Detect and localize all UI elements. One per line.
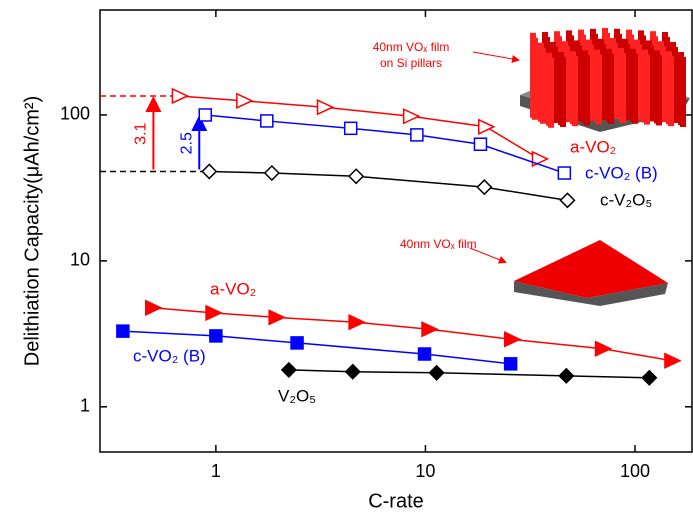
pillar <box>532 38 538 120</box>
y-tick-label: 10 <box>70 250 90 270</box>
pillar <box>620 53 626 123</box>
data-point <box>532 152 547 166</box>
data-point <box>411 129 423 141</box>
annotation: 2.5 <box>178 132 195 154</box>
pillar <box>668 56 674 126</box>
pillar <box>608 54 614 124</box>
pillar <box>644 55 650 125</box>
pillar <box>572 56 578 126</box>
data-point <box>172 89 187 103</box>
series-line <box>289 370 649 378</box>
annotation: on Si pillars <box>380 56 442 70</box>
data-point <box>146 301 161 315</box>
data-point <box>474 138 486 150</box>
data-point <box>560 193 574 207</box>
pillar <box>596 55 602 125</box>
data-point <box>346 365 360 379</box>
annotation: 3.1 <box>133 122 150 144</box>
arrow <box>470 248 505 262</box>
data-point <box>318 100 333 114</box>
data-point <box>505 358 517 370</box>
data-point <box>430 366 444 380</box>
pillar <box>656 55 662 125</box>
legend-label: c-VO₂ (B) <box>133 346 206 365</box>
pillar <box>584 55 590 125</box>
pillar <box>540 48 546 124</box>
x-tick-label: 100 <box>620 461 650 481</box>
data-point <box>422 322 437 336</box>
pillar <box>560 57 566 127</box>
data-point <box>282 363 296 377</box>
data-point <box>477 180 491 194</box>
data-point <box>291 337 303 349</box>
data-point <box>642 371 656 385</box>
data-point <box>202 164 216 178</box>
data-point <box>596 342 611 356</box>
data-point <box>419 348 431 360</box>
pillar <box>548 58 554 128</box>
legend-label: V₂O₅ <box>278 386 316 405</box>
series-line <box>205 115 564 173</box>
chart: 40nm VOₓ film on Si pillars 40nm VOₓ fil… <box>0 0 693 518</box>
data-point <box>265 166 279 180</box>
annotation: 40nm VOₓ film <box>373 40 450 54</box>
series-line <box>209 171 567 200</box>
arrow <box>473 52 518 60</box>
x-axis-label: C-rate <box>368 490 424 512</box>
y-axis-label: Delithiation Capacity(μAh/cm²) <box>21 96 43 367</box>
data-point <box>349 315 364 329</box>
data-point <box>117 325 129 337</box>
data-point <box>345 122 357 134</box>
data-point <box>261 115 273 127</box>
data-point <box>237 94 252 108</box>
legend-label: a-VO₂ <box>210 279 256 298</box>
legend-label: c-V₂O₅ <box>600 190 652 209</box>
data-point <box>206 306 221 320</box>
x-tick-label: 10 <box>415 461 435 481</box>
data-point <box>559 369 573 383</box>
y-tick-label: 100 <box>60 104 90 124</box>
legend-label: c-VO₂ (B) <box>585 163 658 182</box>
data-point <box>210 330 222 342</box>
pillar <box>632 54 638 124</box>
data-point <box>199 109 211 121</box>
data-point <box>349 169 363 183</box>
data-point <box>558 167 570 179</box>
data-point <box>505 332 520 346</box>
x-tick-label: 1 <box>211 461 221 481</box>
data-point <box>479 120 494 134</box>
pillar <box>680 57 686 127</box>
y-tick-label: 1 <box>80 396 90 416</box>
data-point <box>404 109 419 123</box>
data-point <box>665 354 680 368</box>
legend-label: a-VO₂ <box>570 137 616 156</box>
data-point <box>269 310 284 324</box>
annotation: 40nm VOₓ film <box>400 237 477 251</box>
